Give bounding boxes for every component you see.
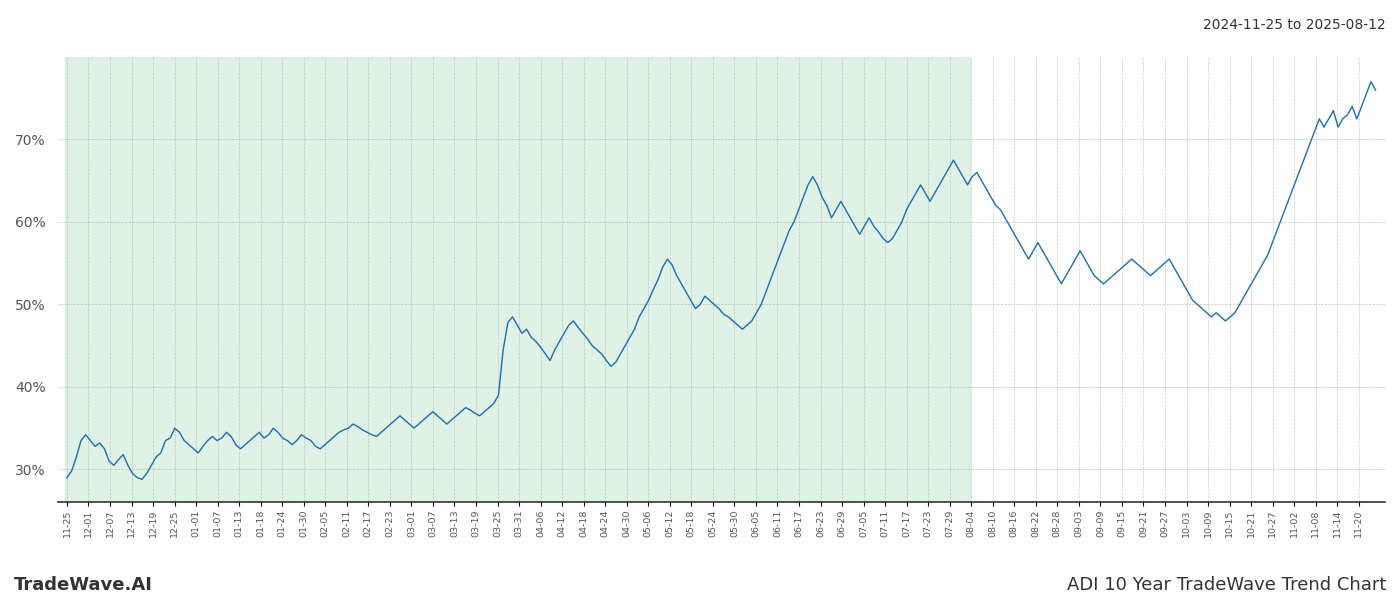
Text: 2024-11-25 to 2025-08-12: 2024-11-25 to 2025-08-12 [1203,18,1386,32]
Text: TradeWave.AI: TradeWave.AI [14,576,153,594]
Text: ADI 10 Year TradeWave Trend Chart: ADI 10 Year TradeWave Trend Chart [1067,576,1386,594]
Bar [64,57,970,502]
